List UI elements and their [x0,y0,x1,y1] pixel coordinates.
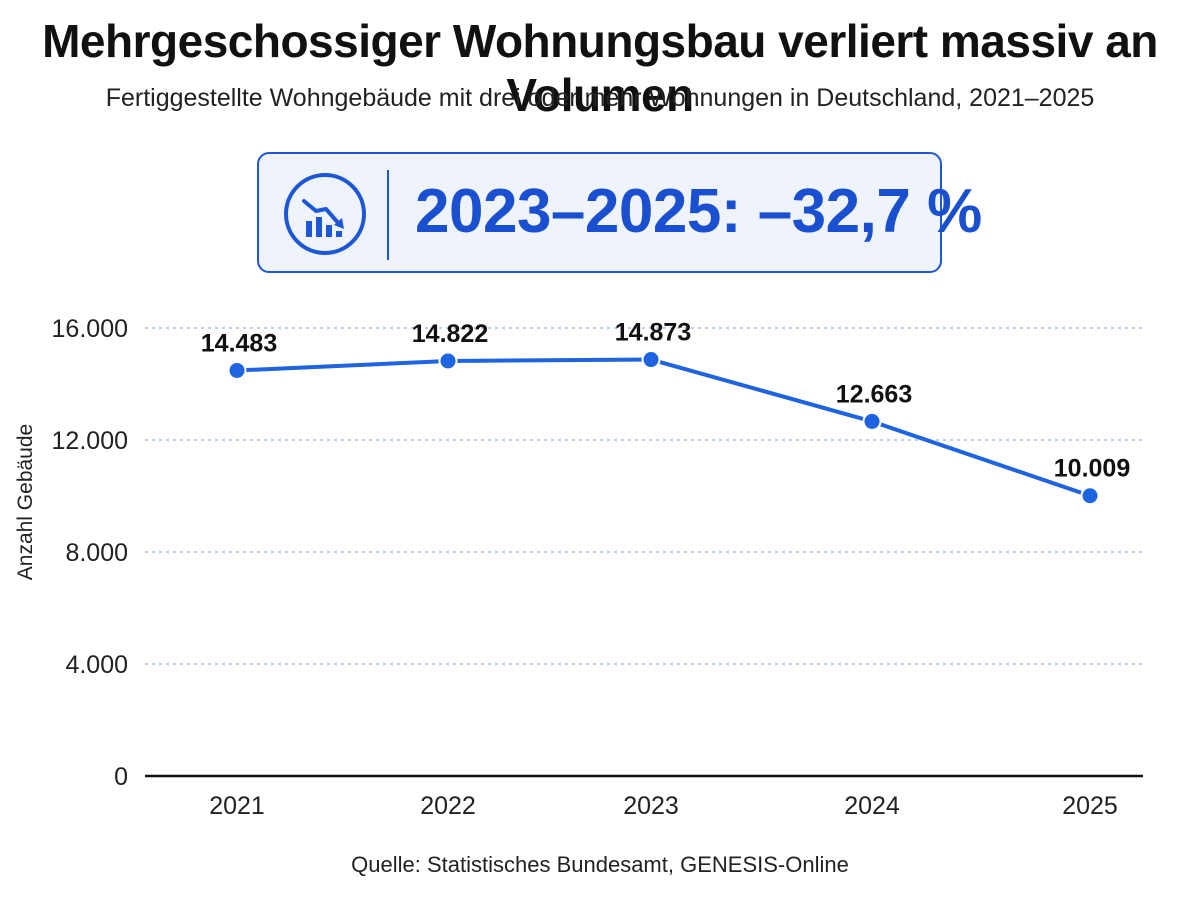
chart-subtitle: Fertiggestellte Wohngebäude mit drei ode… [105,84,1095,112]
x-tick-label: 2024 [844,792,900,820]
data-point [862,411,882,431]
kpi-callout: 2023–2025: –32,7 % [257,152,982,273]
data-label: 14.873 [615,319,691,347]
series-line [235,357,1092,498]
data-label: 14.822 [412,320,488,348]
x-tick-label: 2022 [420,792,476,820]
kpi-divider [387,170,389,260]
data-point [641,350,661,370]
source-note: Quelle: Statistisches Bundesamt, GENESIS… [351,852,849,877]
y-tick-label: 8.000 [65,539,128,567]
data-label: 12.663 [836,380,912,408]
data-point [1080,486,1100,506]
x-tick-label: 2021 [209,792,265,820]
x-tick-label: 2023 [623,792,679,820]
x-tick-label: 2025 [1062,792,1118,820]
y-tick-label: 0 [114,763,128,791]
y-tick-label: 12.000 [52,427,128,455]
y-axis-label: Anzahl Gebäude [14,424,37,580]
chart-down-icon [284,173,366,255]
y-tick-label: 16.000 [52,315,128,343]
data-point [227,360,247,380]
kpi-value: 2023–2025: –32,7 % [415,177,982,246]
y-tick-label: 4.000 [65,651,128,679]
data-point [438,351,458,371]
data-label: 14.483 [201,329,277,357]
chart-title: Mehrgeschossiger Wohnungsbau verliert ma… [42,15,1158,121]
data-label: 10.009 [1054,455,1130,483]
